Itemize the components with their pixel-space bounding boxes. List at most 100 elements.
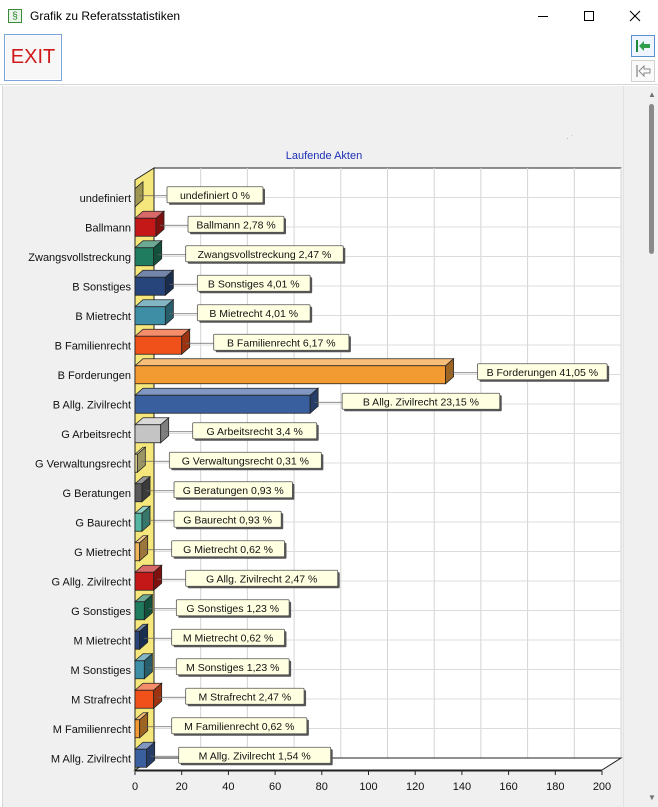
data-label: G Allg. Zivilrecht 2,47 % [206,573,317,585]
data-label: G Sonstiges 1,23 % [186,603,279,615]
back-button[interactable] [631,60,655,82]
x-tick-label: 140 [453,781,471,793]
arrow-back-icon [636,64,651,78]
bar-front-face [134,601,145,621]
bar-zwangsvollstreckung [133,239,163,267]
category-label: M Familienrecht [53,724,131,736]
bar-g-allg-zivilrecht [133,564,163,592]
x-tick-label: 20 [176,781,188,793]
category-label: B Sonstiges [72,281,131,293]
first-page-button[interactable] [631,35,655,57]
bar-side-face [141,505,151,533]
bar-front-face [134,276,166,296]
bar-front-face [134,719,141,739]
bar-g-verwaltungsrecht [133,446,147,474]
data-label-box [173,510,282,528]
bar-front-face [134,247,155,267]
category-label: G Sonstiges [71,606,131,618]
x-tick-label: 0 [132,781,138,793]
bar-side-face [164,269,174,297]
bar-side-face [136,446,146,474]
bar-side-face [181,328,191,356]
bar-ballmann [133,210,166,238]
bar-m-familienrecht [133,711,149,739]
x-tick-label: 200 [593,781,611,793]
close-button[interactable] [612,0,658,32]
bar-top-face [133,358,455,367]
data-label: B Allg. Zivilrecht 23,15 % [363,396,479,408]
data-label: M Sonstiges 1,23 % [186,662,279,674]
close-icon [629,10,641,22]
scroll-up-icon[interactable]: ▲ [648,90,656,99]
x-tick-label: 80 [316,781,328,793]
bar-front-face [134,365,446,385]
bar-b-familienrecht [133,328,191,356]
bar-side-face [143,652,153,680]
data-label-box [185,569,339,587]
bar-side-face [153,682,163,710]
bar-front-face [134,512,143,532]
category-label: G Beratungen [63,488,132,500]
bar-b-mietrecht [133,298,175,326]
data-label-box [477,363,608,381]
scroll-down-icon[interactable]: ▼ [648,793,656,802]
minimize-icon [538,16,548,17]
minimize-button[interactable] [520,0,566,32]
bar-undefiniert [134,180,144,208]
data-label-box [171,540,285,558]
bar-side-face [134,180,144,208]
bar-g-arbeitsrecht [133,416,170,444]
bar-side-face [139,623,149,651]
window-title: Grafik zu Referatsstatistiken [30,9,181,23]
bar-front-face [134,335,183,355]
category-label: G Mietrecht [74,547,131,559]
data-label: G Verwaltungsrecht 0,31 % [182,455,309,467]
document-app-icon: § [8,9,22,23]
bar-side-face [143,593,153,621]
bar-m-sonstiges [133,652,154,680]
bar-side-face [141,475,151,503]
bar-b-forderungen [133,357,455,385]
scrollbar-thumb[interactable] [649,104,654,254]
bar-front-face [134,306,166,326]
category-label: Ballmann [85,222,131,234]
data-label-box [175,658,290,676]
data-label-box [213,333,350,351]
x-tick-label: 160 [499,781,517,793]
toolbar: EXIT [0,32,658,85]
data-label-box [196,304,311,322]
data-label-box [187,215,285,233]
data-label: B Mietrecht 4,01 % [209,308,298,320]
bar-front-face [134,660,145,680]
data-label-box [168,451,322,469]
bar-b-sonstiges [133,269,175,297]
data-label-box [173,481,293,499]
category-label: B Forderungen [58,370,131,382]
bar-side-face [146,741,156,769]
bar-side-face [155,210,165,238]
data-label-box [185,687,305,705]
category-label: Zwangsvollstreckung [28,252,131,264]
data-label: undefiniert 0 % [180,190,250,202]
bar-g-sonstiges [133,593,154,621]
category-label: B Allg. Zivilrecht [53,399,131,411]
maximize-button[interactable] [566,0,612,32]
exit-button[interactable]: EXIT [4,34,62,81]
bar-side-face [164,298,174,326]
chart-corner-mark: · ˙ [566,134,574,143]
title-bar: § Grafik zu Referatsstatistiken [0,0,658,32]
data-label: G Beratungen 0,93 % [183,485,284,497]
bar-front-face [134,394,311,414]
data-label-box [166,186,264,204]
category-label: M Allg. Zivilrecht [51,753,131,765]
data-label: M Allg. Zivilrecht 1,54 % [199,750,311,762]
data-label-box [171,717,308,735]
category-label: G Allg. Zivilrecht [52,576,131,588]
bar-front-face [134,571,155,591]
bar-front-face [134,689,155,709]
category-label: undefiniert [80,193,131,205]
data-label: M Strafrecht 2,47 % [198,691,291,703]
category-label: G Verwaltungsrecht [35,458,131,470]
x-tick-label: 60 [269,781,281,793]
